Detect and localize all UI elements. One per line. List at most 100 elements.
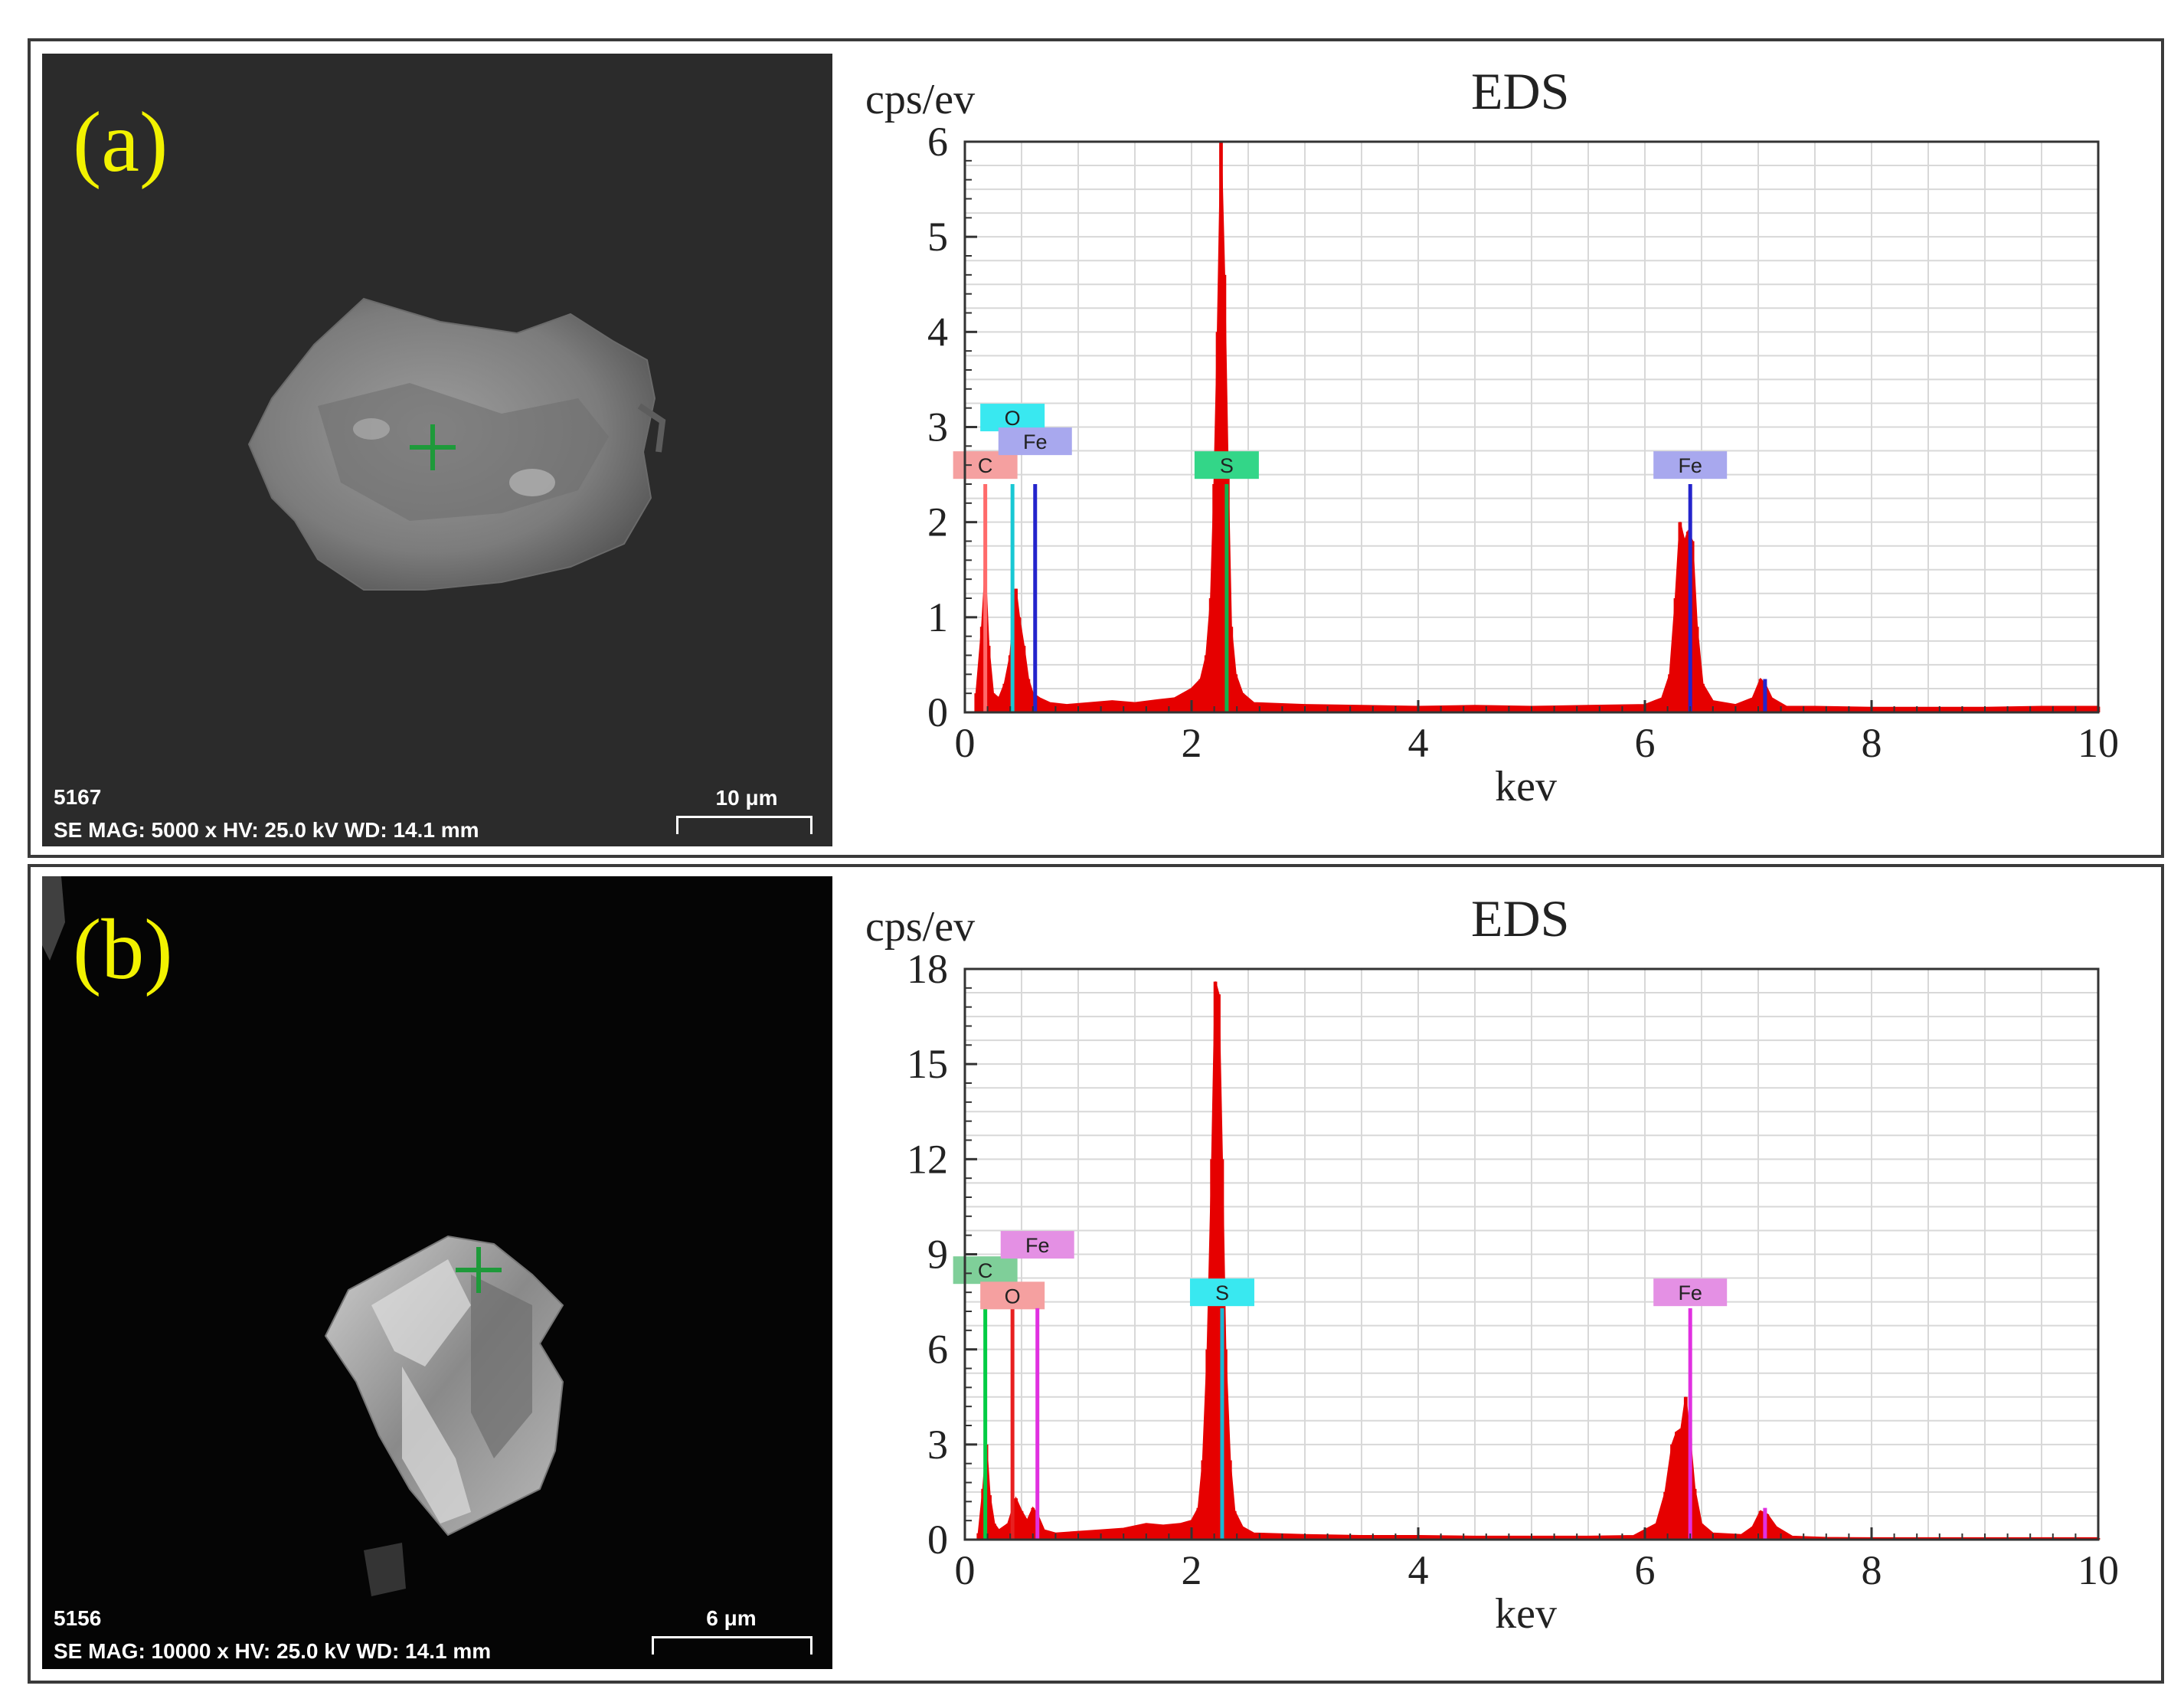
x-tick-label: 4 — [1408, 720, 1429, 766]
sem-image-id-a: 5167 — [54, 785, 102, 809]
spectrum-bar — [1228, 1460, 1232, 1540]
spectrum-bar — [1701, 683, 1705, 712]
element-tag-label: S — [1215, 1281, 1229, 1304]
spectrum-bar — [1232, 1511, 1237, 1540]
element-tag-label: Fe — [1678, 1281, 1702, 1304]
spectrum-bar — [1110, 701, 1114, 712]
sem-particle-a — [247, 297, 666, 591]
spectrum-bar — [1926, 707, 1931, 712]
x-tick-label: 10 — [2078, 1547, 2119, 1593]
spectrum-bar — [1212, 484, 1216, 712]
x-tick-label: 6 — [1635, 1547, 1656, 1593]
sem-info-b: SE MAG: 10000 x HV: 25.0 kV WD: 14.1 mm — [54, 1639, 492, 1663]
spectrum-bar — [1204, 655, 1208, 712]
spectrum-bar — [1198, 679, 1203, 712]
spectrum-bar — [1751, 698, 1754, 712]
y-tick-label: 6 — [927, 119, 948, 165]
spectrum-bar — [1678, 522, 1682, 712]
x-tick-label: 4 — [1408, 1547, 1429, 1593]
spectrum-bar — [1668, 674, 1672, 712]
scale-bar-a — [676, 816, 812, 834]
spectrum-bar — [988, 1495, 992, 1540]
sem-image-b: (b) 5156 SE MAG: 10000 x HV: 25.0 kV WD:… — [42, 876, 832, 1669]
spectrum-bar — [1739, 1534, 1744, 1540]
spectrum-bar — [1586, 1536, 1591, 1540]
spectrum-bar — [1017, 617, 1022, 712]
spectrum-bar — [1210, 1159, 1215, 1540]
spectrum-bar — [1692, 1488, 1697, 1540]
y-tick-label: 0 — [927, 1517, 948, 1563]
y-axis-label: cps/ev — [865, 903, 975, 951]
y-tick-label: 15 — [907, 1041, 948, 1087]
element-tag-fe — [998, 427, 1072, 456]
spectrum-bar — [1008, 655, 1012, 712]
element-tag-s — [1189, 1278, 1254, 1307]
spectrum-bar — [1685, 532, 1690, 712]
spectrum-bar — [1031, 1507, 1035, 1540]
element-tag-label: S — [1220, 454, 1234, 477]
spectrum-bar — [1144, 1524, 1149, 1540]
element-tag-s — [1194, 451, 1259, 480]
element-tag-label: O — [1005, 1285, 1021, 1308]
spectrum-bar — [1631, 1536, 1636, 1540]
spectrum-bar — [1217, 994, 1221, 1540]
spectrum-bar — [1690, 541, 1695, 712]
y-tick-label: 4 — [927, 309, 948, 355]
y-tick-label: 12 — [907, 1136, 948, 1182]
sem-particle-b — [42, 876, 564, 1596]
spectrum-bar — [1172, 698, 1177, 712]
spectrum-bar — [1675, 1432, 1679, 1540]
spectrum-bar — [1022, 646, 1026, 712]
element-tag-label: Fe — [1678, 454, 1702, 477]
element-tag-label: C — [978, 454, 993, 477]
element-tag-label: O — [1005, 407, 1021, 430]
spectrum-bar — [1252, 1533, 1256, 1540]
spectrum-bar — [1156, 699, 1159, 712]
spectrum-bar — [1224, 1349, 1228, 1540]
spectrum-bar — [1586, 705, 1591, 712]
spectrum-bar — [1213, 981, 1218, 1540]
spectrum-bar — [991, 693, 996, 712]
spectrum-bar — [992, 1524, 996, 1540]
spectrum-bar — [997, 698, 1001, 712]
spectrum-bar — [1229, 627, 1234, 712]
spectrum-bar — [1241, 1527, 1244, 1540]
spectrum-bar — [1682, 541, 1687, 712]
scale-bar-label-b: 6 μm — [706, 1606, 757, 1630]
x-tick-label: 8 — [1862, 1547, 1882, 1593]
sem-info-a: SE MAG: 5000 x HV: 25.0 kV WD: 14.1 mm — [54, 818, 479, 842]
spectrum-bar — [1252, 702, 1256, 712]
y-tick-label: 5 — [927, 214, 948, 260]
spectrum-bar — [1219, 142, 1223, 712]
element-tag-label: Fe — [1023, 430, 1048, 453]
panel-label-b: (b) — [73, 902, 173, 997]
spectrum-bar — [1670, 1444, 1674, 1540]
spectrum-bar — [1659, 698, 1664, 712]
x-tick-label: 2 — [1182, 1547, 1202, 1593]
spectrum-bar — [1758, 679, 1763, 712]
spectrum-bar — [1359, 705, 1364, 712]
spectrum-bar — [1038, 698, 1042, 712]
y-tick-label: 6 — [927, 1327, 948, 1373]
spectrum-bar — [1002, 683, 1007, 712]
y-tick-label: 2 — [927, 499, 948, 545]
x-tick-label: 10 — [2078, 720, 2119, 766]
spectrum-bar — [1683, 1396, 1688, 1540]
y-tick-label: 18 — [907, 946, 948, 992]
spectrum-bar — [1784, 706, 1789, 712]
axes-ticks: 0 2 4 6 8 10 0 3 6 9 12 15 18 — [907, 946, 2119, 1593]
element-tag-o — [980, 404, 1045, 432]
spectrum-bar — [1679, 1429, 1683, 1540]
spectrum-bar — [1770, 698, 1774, 712]
y-tick-label: 1 — [927, 594, 948, 640]
crosshair-marker-a — [410, 424, 456, 470]
spectrum-bar — [1025, 1520, 1029, 1540]
x-tick-label: 0 — [955, 1547, 976, 1593]
spectrum-bar — [1196, 1507, 1201, 1540]
spectrum-bar — [974, 693, 979, 712]
spectrum-bar — [997, 1530, 1001, 1540]
x-tick-label: 2 — [1182, 720, 1202, 766]
spectrum-bar — [1005, 1524, 1010, 1540]
spectrum-bar — [1133, 702, 1137, 712]
